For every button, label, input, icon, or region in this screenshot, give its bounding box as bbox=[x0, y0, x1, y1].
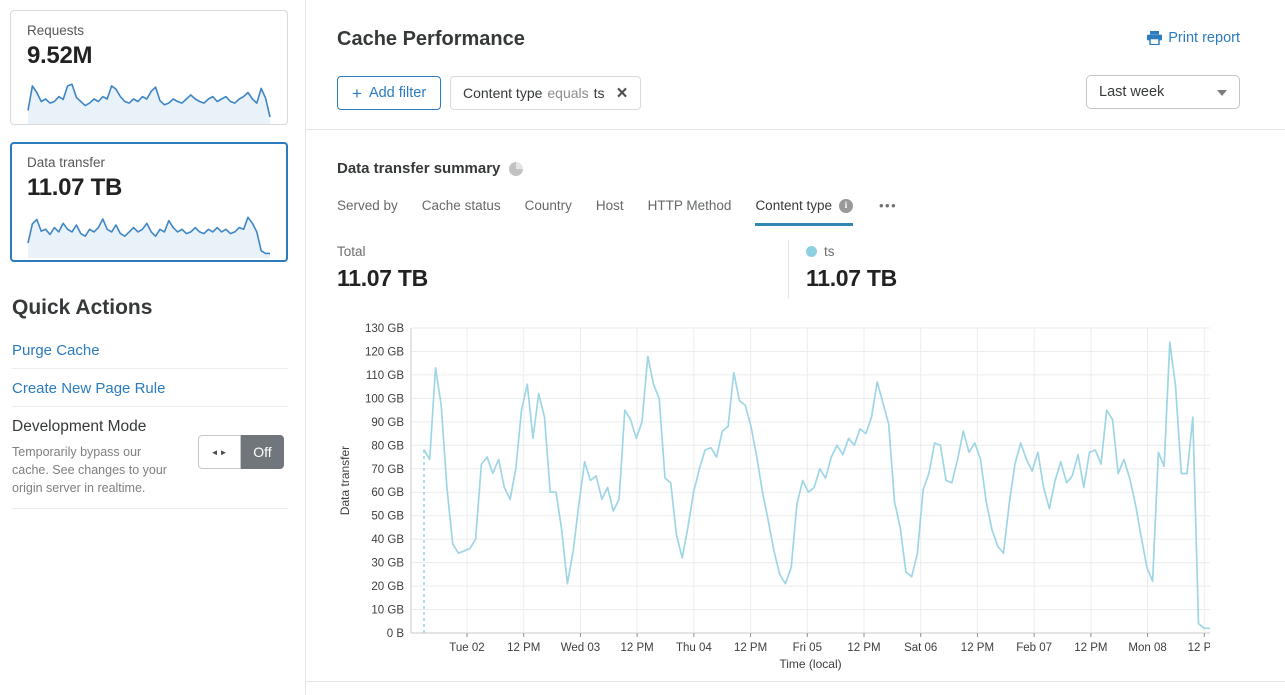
add-filter-button[interactable]: + Add filter bbox=[337, 76, 442, 110]
svg-text:110 GB: 110 GB bbox=[366, 370, 404, 382]
svg-text:12 PM: 12 PM bbox=[507, 642, 540, 654]
svg-text:12 PM: 12 PM bbox=[734, 642, 767, 654]
svg-text:12 PM: 12 PM bbox=[1188, 642, 1210, 654]
data-transfer-metric-card[interactable]: Data transfer 11.07 TB bbox=[10, 142, 288, 262]
development-mode-description: Temporarily bypass our cache. See change… bbox=[12, 445, 167, 495]
svg-text:10 GB: 10 GB bbox=[371, 605, 404, 617]
requests-card-label: Requests bbox=[27, 23, 85, 38]
remove-filter-icon[interactable]: × bbox=[616, 82, 628, 104]
divider bbox=[12, 508, 288, 509]
printer-icon bbox=[1147, 31, 1163, 45]
pie-chart-icon bbox=[509, 161, 524, 176]
development-mode-toggle[interactable]: ◄► Off bbox=[198, 435, 284, 469]
ts-legend-label: ts bbox=[824, 244, 835, 259]
svg-text:12 PM: 12 PM bbox=[961, 642, 994, 654]
svg-text:Tue 02: Tue 02 bbox=[449, 642, 484, 654]
time-range-select[interactable]: Last week bbox=[1086, 75, 1240, 109]
toggle-arrows-icon: ◄► bbox=[198, 435, 241, 469]
tab-http-method[interactable]: HTTP Method bbox=[647, 198, 732, 213]
svg-text:Fri 05: Fri 05 bbox=[793, 642, 822, 654]
svg-text:40 GB: 40 GB bbox=[371, 534, 404, 546]
sidebar-main-divider bbox=[305, 0, 306, 695]
data-transfer-card-label: Data transfer bbox=[27, 155, 106, 170]
svg-text:Sat 06: Sat 06 bbox=[904, 642, 937, 654]
info-icon[interactable]: i bbox=[839, 198, 853, 213]
stat-divider bbox=[788, 240, 789, 298]
svg-text:Wed 03: Wed 03 bbox=[561, 642, 600, 654]
create-page-rule-link[interactable]: Create New Page Rule bbox=[12, 380, 166, 397]
summary-section-title: Data transfer summary bbox=[337, 160, 524, 177]
svg-text:20 GB: 20 GB bbox=[371, 581, 404, 593]
svg-text:30 GB: 30 GB bbox=[371, 558, 404, 570]
data-transfer-sparkline-chart bbox=[27, 216, 270, 258]
plus-icon: + bbox=[352, 83, 362, 103]
tab-content-type-label: Content type bbox=[755, 198, 832, 213]
quick-actions-heading: Quick Actions bbox=[12, 296, 153, 319]
svg-text:12 PM: 12 PM bbox=[1074, 642, 1107, 654]
ts-series-value: 11.07 TB bbox=[806, 265, 897, 291]
content-type-filter-chip[interactable]: Content type equals ts × bbox=[450, 76, 641, 110]
total-label: Total bbox=[337, 244, 366, 259]
development-mode-title: Development Mode bbox=[12, 418, 147, 435]
dimension-tabs: Served by Cache status Country Host HTTP… bbox=[337, 198, 897, 226]
more-tabs-icon[interactable]: ••• bbox=[879, 198, 898, 213]
requests-sparkline-chart bbox=[27, 83, 271, 124]
ts-series-stat: ts 11.07 TB bbox=[806, 244, 897, 292]
svg-text:120 GB: 120 GB bbox=[365, 346, 404, 358]
svg-text:60 GB: 60 GB bbox=[371, 487, 404, 499]
filter-operator: equals bbox=[547, 85, 589, 101]
purge-cache-link[interactable]: Purge Cache bbox=[12, 342, 100, 359]
svg-text:Mon 08: Mon 08 bbox=[1128, 642, 1166, 654]
data-transfer-chart: 130 GB 120 GB 110 GB 100 GB 90 GB 80 GB 70 GB 6… bbox=[330, 320, 1221, 680]
svg-text:100 GB: 100 GB bbox=[365, 393, 404, 405]
filter-field: Content type bbox=[463, 85, 543, 101]
tab-served-by[interactable]: Served by bbox=[337, 198, 398, 213]
svg-text:Feb 07: Feb 07 bbox=[1016, 642, 1052, 654]
svg-text:Thu 04: Thu 04 bbox=[676, 642, 712, 654]
tab-cache-status[interactable]: Cache status bbox=[421, 198, 501, 213]
add-filter-label: Add filter bbox=[368, 85, 427, 101]
requests-metric-card[interactable]: Requests 9.52M bbox=[10, 10, 288, 125]
filter-value: ts bbox=[593, 85, 605, 101]
svg-text:130 GB: 130 GB bbox=[365, 323, 404, 335]
svg-text:70 GB: 70 GB bbox=[371, 464, 404, 476]
svg-text:12 PM: 12 PM bbox=[847, 642, 880, 654]
print-report-link[interactable]: Print report bbox=[1147, 30, 1240, 46]
chevron-down-icon bbox=[1217, 90, 1227, 96]
divider bbox=[12, 368, 288, 369]
tab-content-type[interactable]: Content type i bbox=[755, 198, 853, 226]
time-range-value: Last week bbox=[1099, 84, 1165, 100]
tab-host[interactable]: Host bbox=[595, 198, 624, 213]
section-bottom-divider bbox=[306, 681, 1285, 682]
svg-text:90 GB: 90 GB bbox=[371, 417, 404, 429]
ts-legend-dot bbox=[806, 246, 817, 257]
analytics-sidebar: Requests 9.52M Data transfer 11.07 TB Qu… bbox=[0, 0, 305, 695]
total-value: 11.07 TB bbox=[337, 265, 428, 291]
summary-title-text: Data transfer summary bbox=[337, 160, 501, 177]
svg-text:12 PM: 12 PM bbox=[621, 642, 654, 654]
svg-text:Time (local): Time (local) bbox=[779, 657, 841, 671]
svg-text:50 GB: 50 GB bbox=[371, 511, 404, 523]
header-divider bbox=[306, 129, 1285, 130]
requests-card-value: 9.52M bbox=[27, 42, 93, 69]
svg-text:Data transfer: Data transfer bbox=[338, 446, 352, 515]
print-report-label: Print report bbox=[1168, 30, 1240, 46]
svg-text:0 B: 0 B bbox=[387, 628, 405, 640]
data-transfer-card-value: 11.07 TB bbox=[27, 174, 122, 201]
divider bbox=[12, 406, 288, 407]
tab-country[interactable]: Country bbox=[524, 198, 572, 213]
development-mode-block: Development Mode Temporarily bypass our … bbox=[12, 418, 288, 497]
toggle-off-state: Off bbox=[241, 435, 284, 469]
total-stat: Total 11.07 TB bbox=[337, 244, 428, 292]
page-title: Cache Performance bbox=[337, 28, 525, 50]
svg-text:80 GB: 80 GB bbox=[371, 440, 404, 452]
